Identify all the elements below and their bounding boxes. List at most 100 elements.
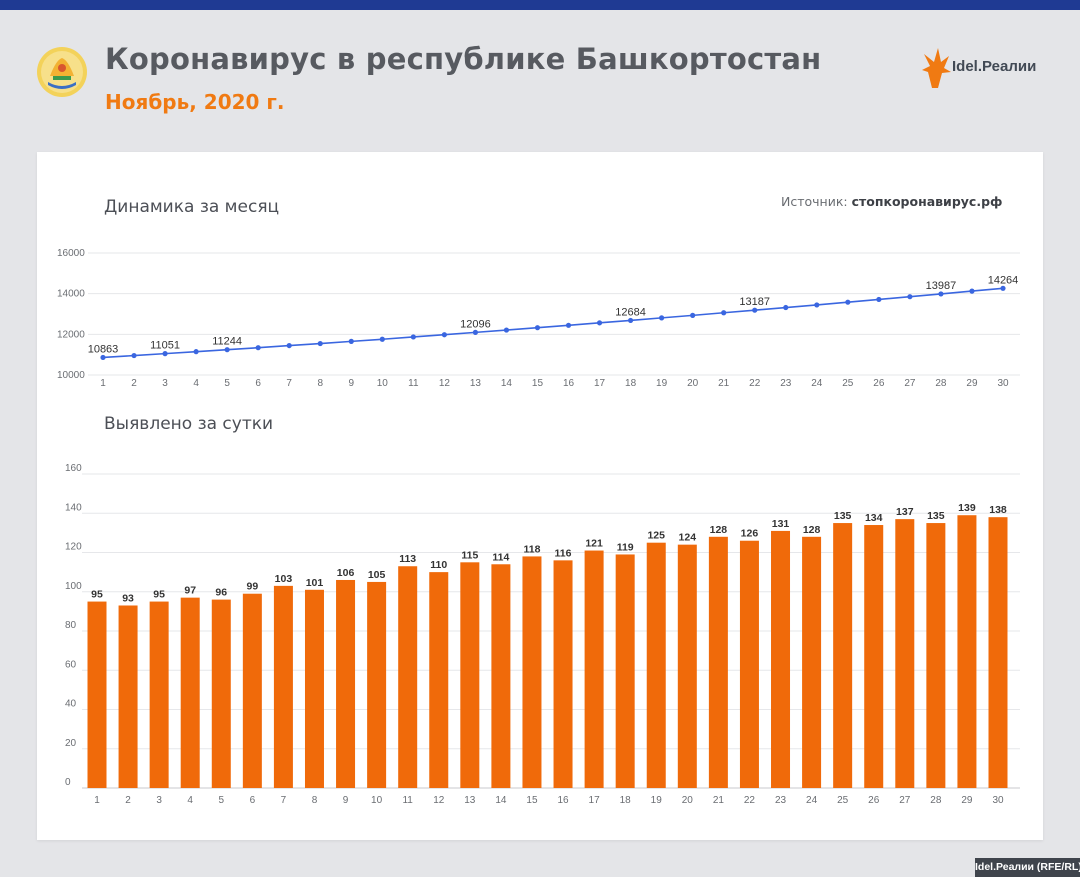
- bar-chart-x-tick-label: 3: [156, 795, 162, 806]
- line-chart-point: [876, 296, 882, 303]
- bar-chart-data-label: 134: [865, 512, 883, 524]
- top-accent-bar: [0, 0, 1080, 10]
- line-chart-x-tick-label: 6: [255, 378, 261, 389]
- bar-chart-x-tick-label: 12: [433, 795, 445, 806]
- line-chart-x-tick-label: 26: [873, 378, 885, 389]
- bar-chart-bar: [615, 554, 635, 788]
- bar-chart-bar: [708, 536, 728, 788]
- bar-chart-bar: [491, 564, 511, 788]
- bar-chart-data-label: 101: [306, 577, 324, 589]
- bar-chart-x-tick-label: 15: [526, 795, 538, 806]
- line-chart-x-tick-label: 25: [842, 378, 854, 389]
- bar-chart-y-tick-label: 60: [65, 659, 77, 670]
- bar-chart-data-label: 95: [91, 589, 103, 601]
- bar-chart-x-tick-label: 11: [402, 795, 413, 806]
- line-chart-x-tick-label: 18: [625, 378, 637, 389]
- bar-chart-data-label: 115: [461, 549, 478, 561]
- line-chart-x-tick-label: 10: [377, 378, 389, 389]
- line-chart-x-tick-label: 11: [408, 378, 419, 389]
- page-title: Коронавирус в республике Башкортостан: [105, 42, 822, 76]
- bar-chart-x-tick-label: 2: [125, 795, 131, 806]
- bar-chart-x-tick-label: 30: [992, 795, 1004, 806]
- bar-chart-x-tick-label: 8: [312, 795, 318, 806]
- line-chart-point: [690, 312, 696, 318]
- line-chart-x-tick-label: 20: [687, 378, 699, 389]
- source-note: Источник: стопкоронавирус.рф: [781, 194, 1002, 209]
- line-chart-data-label: 14264: [988, 274, 1019, 286]
- bar-chart-x-tick-label: 9: [343, 795, 349, 806]
- bar-chart-x-tick-label: 27: [899, 795, 911, 806]
- line-chart-x-tick-label: 17: [594, 378, 606, 389]
- bar-chart-bar: [553, 560, 573, 788]
- bar-chart-bar: [336, 579, 356, 788]
- line-chart-point: [441, 332, 447, 338]
- bar-chart-y-tick-label: 140: [65, 502, 82, 513]
- line-chart-y-tick-label: 14000: [57, 289, 85, 300]
- bar-chart-bar: [87, 601, 107, 788]
- bar-chart-x-tick-label: 5: [218, 795, 224, 806]
- line-chart-data-label: 11051: [150, 340, 180, 352]
- line-chart-point: [255, 345, 261, 351]
- bar-chart-x-tick-label: 24: [806, 795, 818, 806]
- bar-chart-x-tick-label: 4: [187, 795, 193, 806]
- line-chart-x-tick-label: 27: [904, 378, 916, 389]
- line-chart-x-tick-label: 24: [811, 378, 823, 389]
- line-chart-x-tick-label: 2: [131, 378, 137, 389]
- bar-chart-bar: [864, 525, 884, 788]
- bar-chart-bar: [304, 589, 324, 788]
- bar-chart-bar: [149, 601, 169, 788]
- bar-chart-title: Выявлено за сутки: [104, 414, 274, 434]
- bar-chart-x-tick-label: 16: [557, 795, 569, 806]
- bar-chart-bar: [802, 536, 822, 788]
- bar-chart-data-label: 95: [153, 589, 165, 601]
- line-chart-point: [100, 354, 106, 361]
- line-chart-point: [814, 302, 820, 308]
- bar-chart-data-label: 128: [710, 524, 728, 536]
- line-chart-x-tick-label: 5: [224, 378, 230, 389]
- bar-chart-x-tick-label: 7: [281, 795, 287, 806]
- line-chart-point: [224, 347, 230, 353]
- bar-chart-data-label: 128: [803, 524, 821, 536]
- bar-chart-bar: [926, 523, 946, 788]
- bar-chart-data-label: 96: [215, 587, 227, 599]
- line-chart-x-tick-label: 9: [348, 378, 354, 389]
- bar-chart-x-tick-label: 18: [620, 795, 632, 806]
- bar-chart-data-label: 139: [958, 502, 976, 514]
- bar-chart-bar: [460, 562, 480, 788]
- bar-chart-bar: [522, 556, 542, 788]
- bar-chart-x-tick-label: 21: [713, 795, 725, 806]
- line-chart-data-label: 10863: [88, 343, 119, 355]
- page-subtitle: Ноябрь, 2020 г.: [105, 90, 285, 114]
- source-value: стопкоронавирус.рф: [851, 194, 1003, 209]
- bar-chart-x-tick-label: 1: [94, 795, 100, 806]
- bar-chart-bar: [677, 544, 697, 788]
- line-chart-point: [472, 329, 479, 335]
- line-chart-x-tick-label: 16: [563, 378, 575, 389]
- bar-chart-bar: [211, 599, 231, 788]
- line-chart-point: [534, 325, 541, 331]
- line-chart-x-tick-label: 14: [501, 378, 513, 389]
- line-chart-x-tick-label: 7: [286, 378, 292, 389]
- line-chart-point: [969, 288, 975, 294]
- bar-chart-x-tick-label: 26: [868, 795, 880, 806]
- bar-chart-data-label: 135: [927, 510, 945, 522]
- line-chart-point: [317, 340, 323, 347]
- bar-chart-data-label: 121: [585, 538, 603, 550]
- bar-chart-bar: [833, 523, 853, 788]
- bar-chart-x-tick-label: 23: [775, 795, 787, 806]
- idel-realii-flame-icon: [922, 48, 951, 88]
- line-chart-point: [348, 338, 354, 344]
- line-chart-x-tick-label: 4: [193, 378, 199, 389]
- line-chart-point: [907, 294, 913, 300]
- footer-credit: Idel.Реалии (RFE/RL): [975, 858, 1080, 877]
- line-chart-series-line: [102, 287, 1004, 359]
- bar-chart-data-label: 131: [772, 518, 790, 530]
- bar-chart-data-label: 118: [523, 543, 540, 555]
- bar-chart-data-label: 137: [896, 506, 914, 518]
- bar-chart-y-tick-label: 20: [65, 738, 77, 749]
- line-chart-point: [659, 315, 665, 321]
- bashkortostan-emblem-icon: [37, 47, 87, 97]
- line-chart-point: [1000, 285, 1006, 291]
- line-chart-point: [162, 351, 168, 357]
